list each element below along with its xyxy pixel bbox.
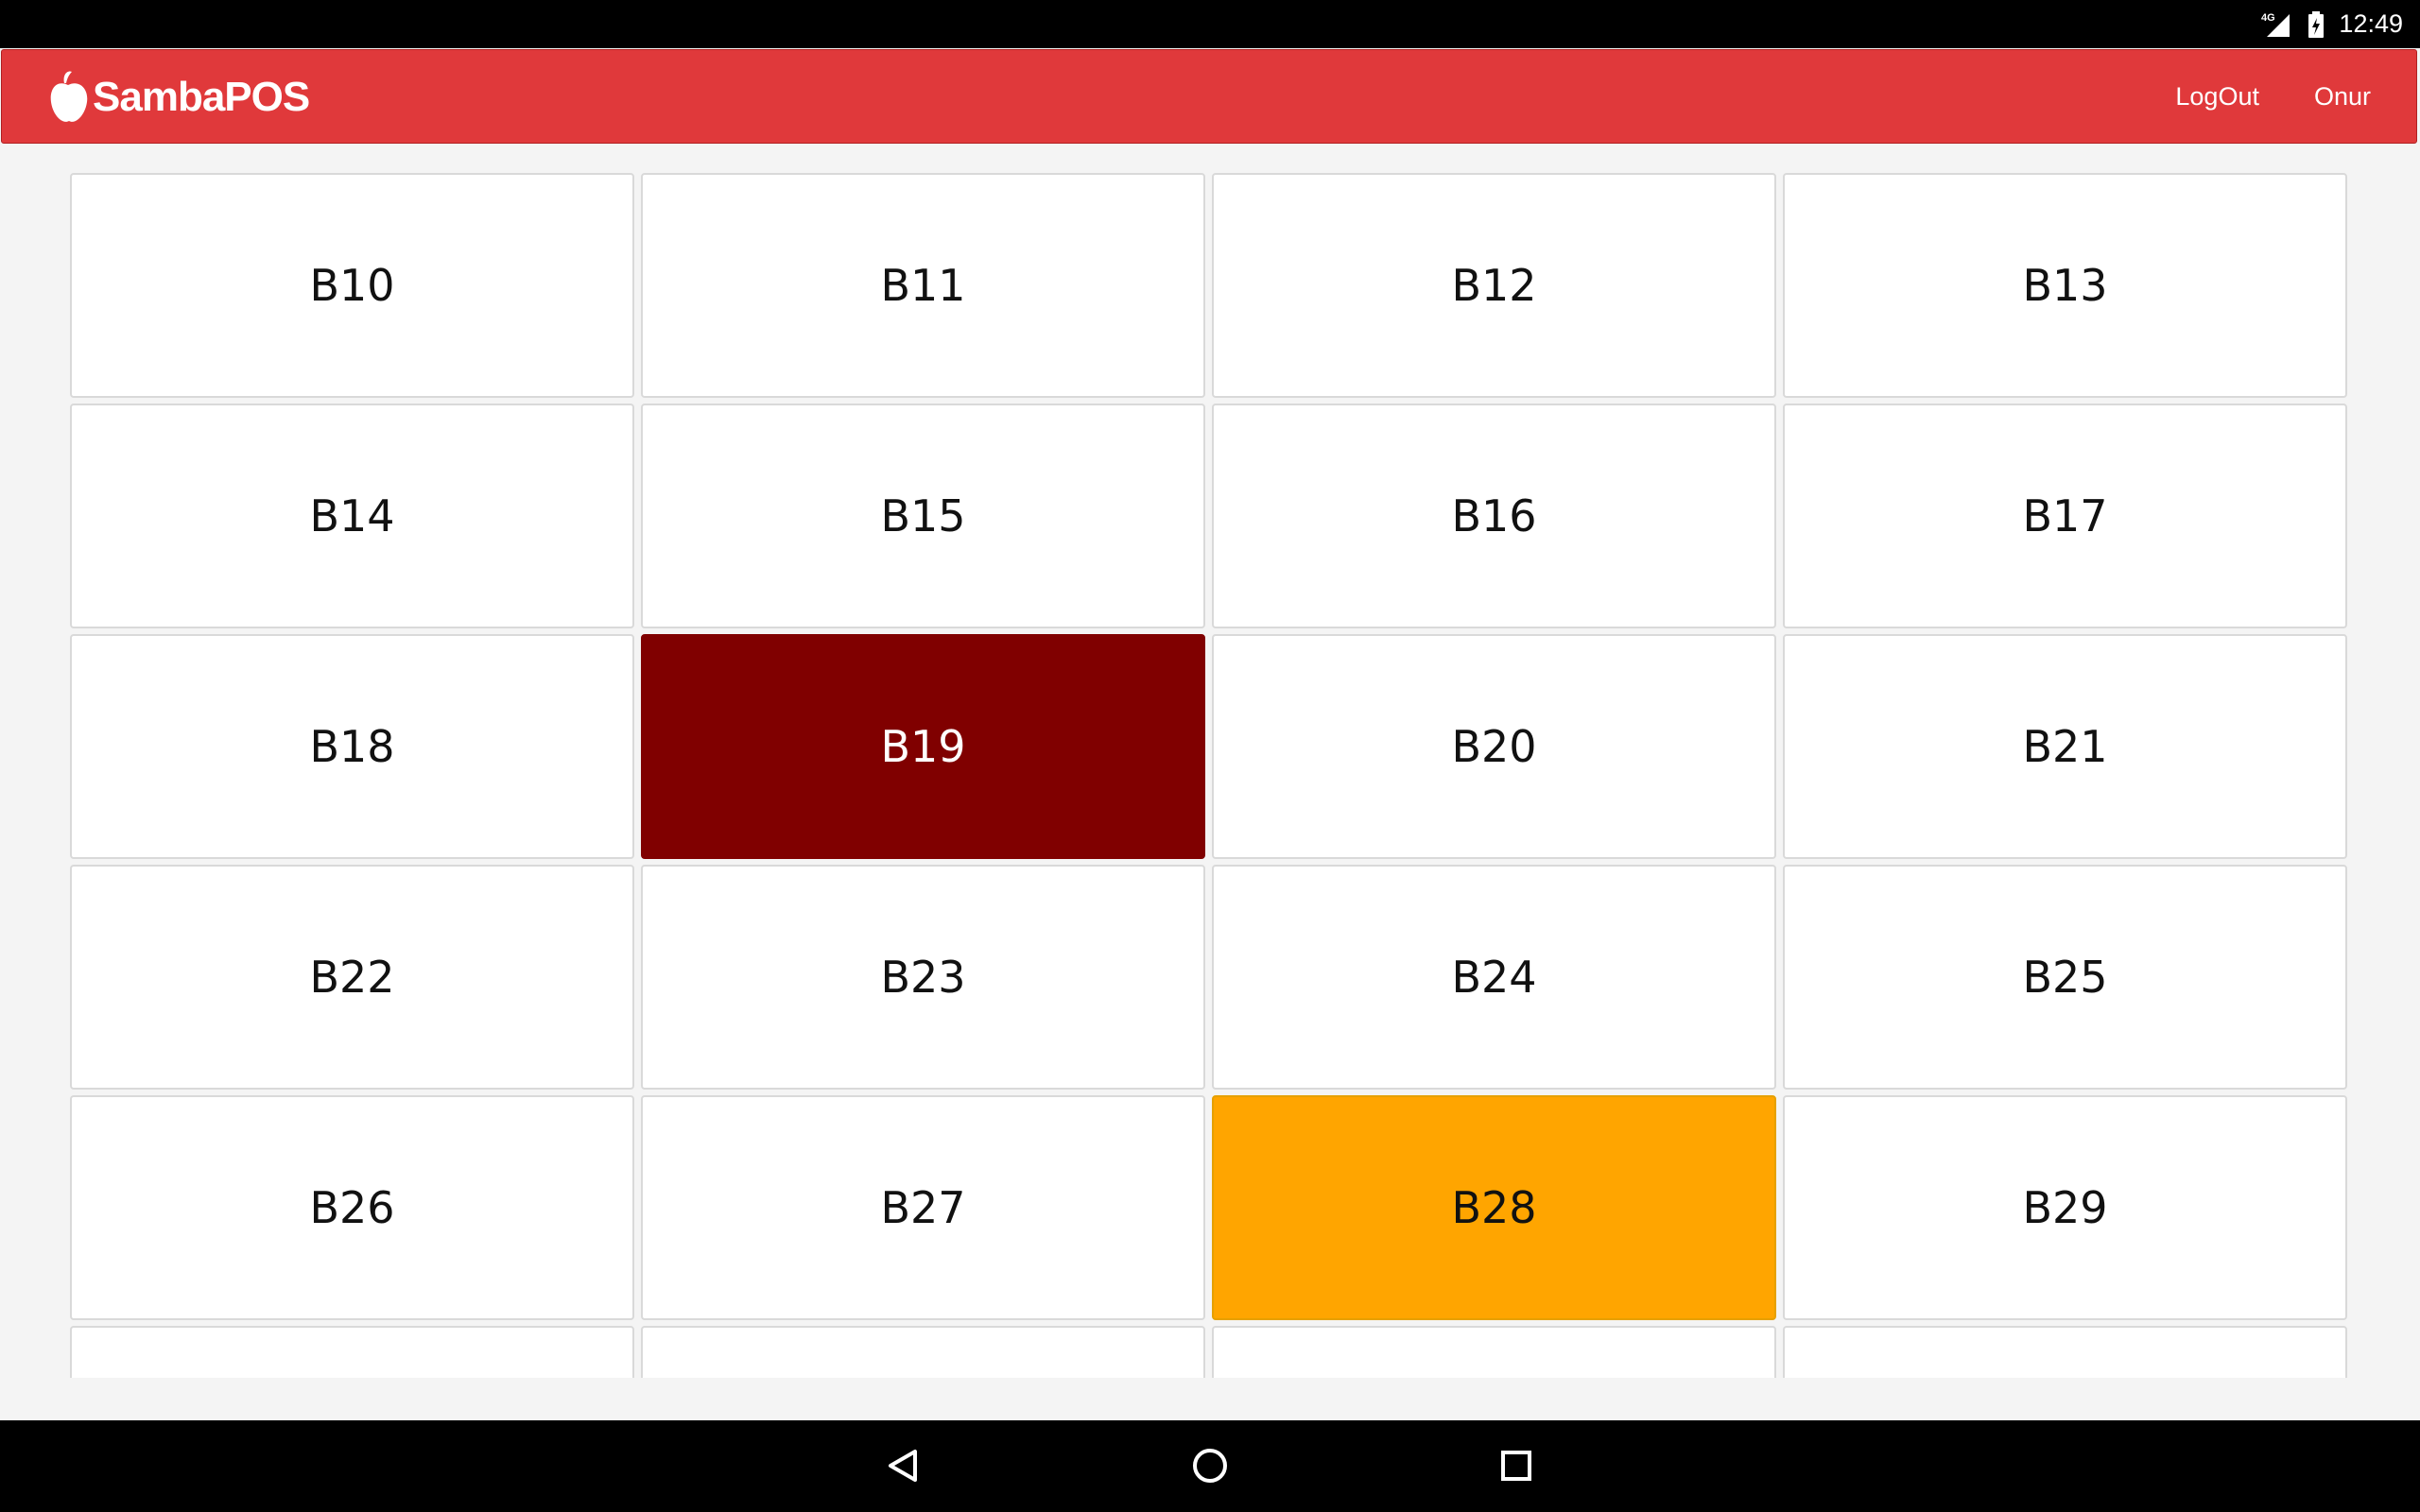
network-signal-icon: 4G — [2261, 10, 2293, 39]
table-tile[interactable]: B22 — [70, 865, 634, 1090]
table-tile[interactable]: B24 — [1212, 865, 1776, 1090]
svg-text:4G: 4G — [2261, 12, 2275, 24]
table-tile[interactable]: B28 — [1212, 1095, 1776, 1320]
table-tile[interactable]: B19 — [641, 634, 1205, 859]
header-links: LogOut Onur — [2175, 50, 2371, 143]
back-button[interactable] — [875, 1439, 932, 1496]
battery-charging-icon — [2307, 10, 2325, 39]
table-tile[interactable] — [641, 1326, 1205, 1378]
table-tile[interactable]: B21 — [1783, 634, 2347, 859]
status-bar: 4G 12:49 — [0, 0, 2420, 48]
clock-time: 12:49 — [2339, 9, 2403, 38]
table-tile[interactable]: B14 — [70, 404, 634, 628]
logout-link[interactable]: LogOut — [2175, 81, 2259, 111]
tables-grid: B10 B11 B12 B13 B14 B15 B16 B17 B18 B19 B20 B21 B22 B… — [70, 173, 2349, 1378]
user-name-link[interactable]: Onur — [2313, 81, 2371, 111]
table-tile[interactable]: B12 — [1212, 173, 1776, 398]
app-header: SambaPOS LogOut Onur — [1, 49, 2417, 144]
table-tile[interactable] — [70, 1326, 634, 1378]
table-tile[interactable]: B13 — [1783, 173, 2347, 398]
table-tile[interactable]: B15 — [641, 404, 1205, 628]
recents-square-icon — [1497, 1447, 1535, 1489]
status-icons: 4G 12:49 — [2261, 0, 2403, 48]
table-tile[interactable]: B27 — [641, 1095, 1205, 1320]
logo-text: SambaPOS — [93, 74, 310, 120]
sambapos-logo: SambaPOS — [47, 65, 310, 129]
table-tile[interactable]: B10 — [70, 173, 634, 398]
navigation-bar — [0, 1420, 2420, 1512]
table-tile[interactable]: B23 — [641, 865, 1205, 1090]
table-tile[interactable]: B11 — [641, 173, 1205, 398]
table-tile[interactable] — [1212, 1326, 1776, 1378]
table-tile[interactable]: B16 — [1212, 404, 1776, 628]
table-tile[interactable]: B25 — [1783, 865, 2347, 1090]
home-button[interactable] — [1182, 1439, 1238, 1496]
tables-content[interactable]: B10 B11 B12 B13 B14 B15 B16 B17 B18 B19 B20 B21 B22 B… — [0, 145, 2420, 1378]
back-triangle-icon — [885, 1447, 923, 1489]
table-tile[interactable]: B26 — [70, 1095, 634, 1320]
table-tile[interactable] — [1783, 1326, 2347, 1378]
table-tile[interactable]: B18 — [70, 634, 634, 859]
table-tile[interactable]: B29 — [1783, 1095, 2347, 1320]
recents-button[interactable] — [1488, 1439, 1545, 1496]
table-tile[interactable]: B17 — [1783, 404, 2347, 628]
table-tile[interactable]: B20 — [1212, 634, 1776, 859]
home-circle-icon — [1191, 1447, 1229, 1489]
apple-logo-icon — [47, 68, 91, 127]
